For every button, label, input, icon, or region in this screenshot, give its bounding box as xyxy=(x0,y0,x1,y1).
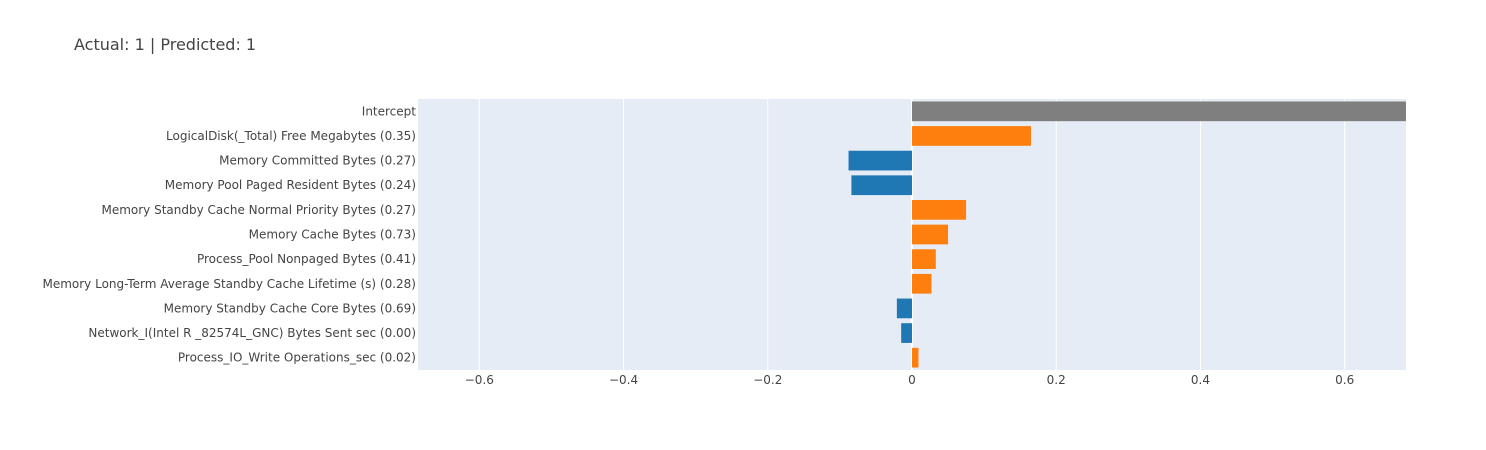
bar[interactable] xyxy=(901,323,912,343)
y-tick-label: Memory Standby Cache Normal Priority Byt… xyxy=(101,203,416,217)
x-tick-label: −0.2 xyxy=(753,373,782,387)
bars xyxy=(848,101,1406,368)
y-tick-label: Memory Long-Term Average Standby Cache L… xyxy=(42,277,416,291)
bar[interactable] xyxy=(912,126,1031,146)
bar[interactable] xyxy=(912,224,949,245)
y-tick-label: Memory Committed Bytes (0.27) xyxy=(219,154,416,168)
y-tick-label: Memory Standby Cache Core Bytes (0.69) xyxy=(164,301,416,315)
y-tick-label: Process_Pool Nonpaged Bytes (0.41) xyxy=(197,252,416,266)
bar[interactable] xyxy=(912,249,936,269)
y-tick-label: Intercept xyxy=(362,104,417,118)
bar[interactable] xyxy=(912,200,967,220)
y-tick-label: LogicalDisk(_Total) Free Megabytes (0.35… xyxy=(166,129,416,143)
bar[interactable] xyxy=(896,298,912,319)
x-tick-label: 0 xyxy=(908,373,916,387)
bar[interactable] xyxy=(848,150,912,171)
x-tick-label: −0.4 xyxy=(609,373,638,387)
bar[interactable] xyxy=(851,175,912,196)
bar[interactable] xyxy=(912,273,932,294)
y-tick-labels: Intercept LogicalDisk(_Total) Free Megaby… xyxy=(42,104,416,364)
x-tick-label: 0.6 xyxy=(1335,373,1354,387)
chart-title: Actual: 1 | Predicted: 1 xyxy=(74,35,256,54)
x-tick-label: 0.4 xyxy=(1191,373,1210,387)
y-tick-label: Memory Pool Paged Resident Bytes (0.24) xyxy=(165,178,416,192)
y-tick-label: Memory Cache Bytes (0.73) xyxy=(249,228,416,242)
x-tick-labels: −0.6 −0.4 −0.2 0 0.2 0.4 0.6 xyxy=(465,373,1355,387)
x-tick-label: 0.2 xyxy=(1047,373,1066,387)
y-tick-label: Process_IO_Write Operations_sec (0.02) xyxy=(178,351,416,365)
bar[interactable] xyxy=(912,347,919,368)
y-tick-label: Network_I(Intel R _82574L_GNC) Bytes Sen… xyxy=(88,326,416,340)
bar[interactable] xyxy=(912,101,1406,122)
x-tick-label: −0.6 xyxy=(465,373,494,387)
